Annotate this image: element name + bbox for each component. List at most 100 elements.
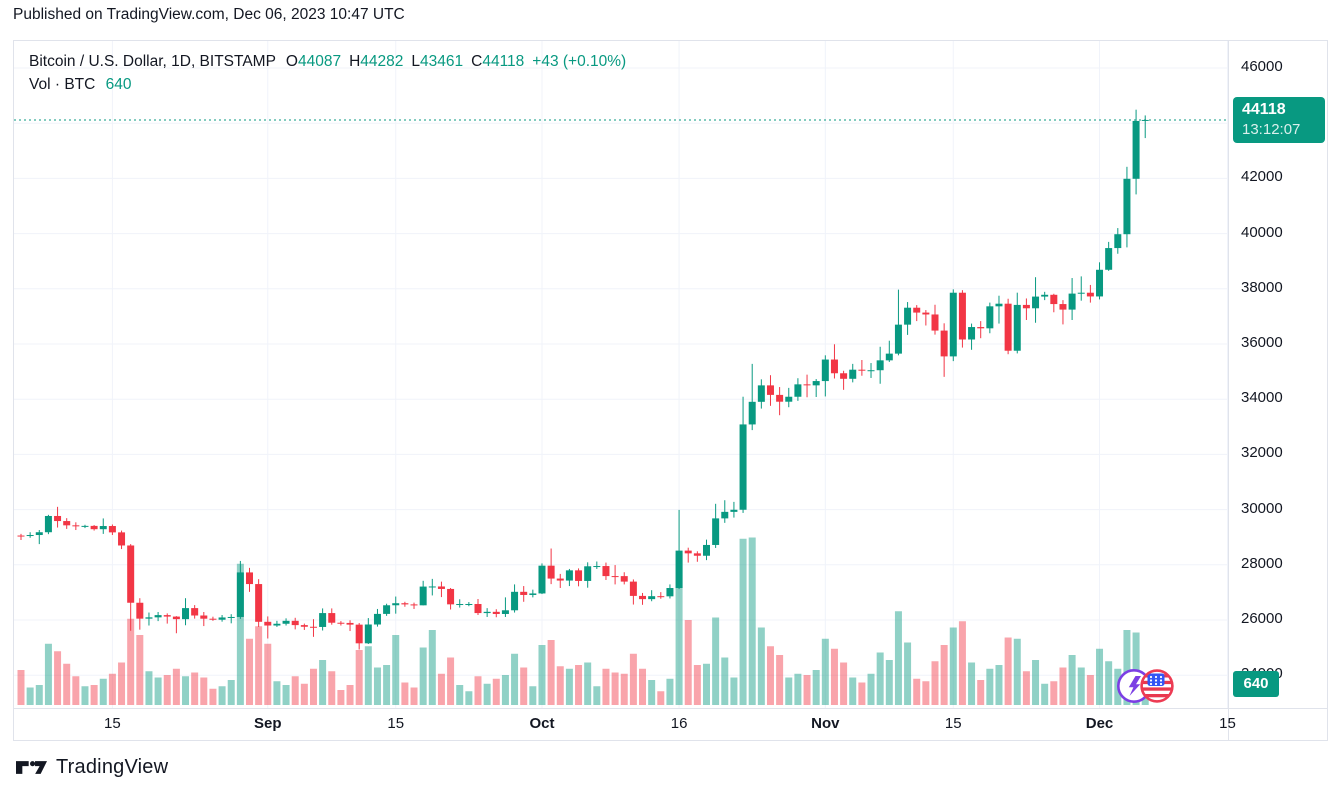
candle-down	[830, 359, 838, 374]
volume-bar	[35, 685, 43, 705]
volume-bar	[885, 660, 893, 705]
candle-down	[264, 621, 272, 626]
volume-bar	[611, 672, 619, 705]
candle-up	[593, 566, 601, 568]
volume-bar	[757, 627, 765, 705]
volume-bar	[392, 635, 400, 705]
candle-up	[867, 370, 875, 372]
volume-bar	[492, 678, 500, 705]
volume-bar	[54, 651, 62, 705]
price-axis-label: 30000	[1241, 499, 1283, 517]
candle-down	[766, 385, 774, 395]
candle-up	[145, 617, 153, 619]
volume-bar	[1141, 697, 1149, 705]
tradingview-logo-icon	[16, 761, 47, 774]
candle-down	[163, 615, 171, 617]
candle-down	[684, 550, 692, 554]
candle-up	[35, 532, 43, 536]
volume-bar	[666, 678, 674, 705]
candle-down	[556, 578, 564, 581]
candle-up	[995, 303, 1003, 307]
volume-bar	[1050, 681, 1058, 705]
candle-up	[99, 526, 107, 530]
chart-widget: Bitcoin / U.S. Dollar, 1D, BITSTAMP O4408…	[13, 40, 1328, 741]
volume-bar	[1132, 632, 1140, 705]
candle-down	[437, 586, 445, 589]
volume-bar	[1086, 675, 1094, 705]
time-axis-label: Oct	[529, 715, 555, 732]
volume-bar	[511, 653, 519, 705]
candle-down	[611, 576, 619, 578]
candle-up	[483, 611, 491, 614]
candle-up	[456, 604, 464, 606]
volume-bar	[520, 667, 528, 705]
volume-bar	[849, 677, 857, 705]
candle-down	[602, 566, 610, 577]
volume-bar	[968, 662, 976, 705]
ohlc-low: L43461	[411, 53, 464, 70]
lightning-crypto-icon	[1117, 669, 1151, 703]
candle-up	[465, 603, 473, 605]
volume-bar	[145, 671, 153, 705]
volume-bar	[986, 668, 994, 705]
volume-bar	[209, 688, 217, 705]
volume-bar	[163, 675, 171, 705]
candle-up	[565, 570, 573, 581]
candle-up	[757, 385, 765, 402]
volume-bar	[118, 662, 126, 705]
volume-bar	[766, 646, 774, 705]
volume-bar	[218, 686, 226, 705]
volume-bar	[703, 663, 710, 705]
time-axis-label: Dec	[1085, 715, 1114, 732]
candle-up	[1132, 120, 1140, 179]
volume-bar	[529, 686, 537, 705]
candle-up	[373, 613, 381, 625]
volume-bar	[675, 553, 683, 705]
time-axis[interactable]: 15 Sep 15 Oct 16 Nov 15 Dec 15	[14, 709, 1327, 740]
candle-down	[54, 515, 62, 522]
candle-down	[1004, 303, 1012, 351]
candle-up	[529, 593, 537, 595]
candle-up	[730, 509, 738, 512]
volume-bar	[739, 538, 747, 705]
volume-bar	[81, 686, 89, 705]
candle-down	[931, 314, 939, 331]
volume-bar	[355, 650, 363, 705]
volume-bar	[830, 648, 838, 705]
tradingview-attribution[interactable]: TradingView	[16, 756, 168, 779]
candle-down	[940, 330, 948, 357]
candle-down	[355, 624, 363, 644]
candle-up	[538, 565, 546, 594]
volume-bar	[1105, 661, 1113, 705]
candle-down	[309, 626, 317, 628]
candle-down	[1022, 304, 1030, 309]
volume-bar	[447, 657, 455, 705]
candle-up	[511, 591, 519, 611]
price-axis-label: 46000	[1241, 58, 1283, 75]
volume-bar	[1059, 667, 1067, 705]
price-axis[interactable]: 2400026000280003000032000340003600038000…	[1229, 41, 1327, 708]
volume-bar	[1004, 637, 1012, 705]
volume-bar	[794, 673, 802, 705]
tradingview-brand-text: TradingView	[56, 756, 169, 778]
candle-up	[812, 381, 820, 386]
volume-bar	[812, 670, 820, 705]
candle-down	[291, 620, 299, 626]
candle-down	[200, 615, 208, 619]
volume-bar	[894, 611, 902, 705]
volume-bar	[410, 687, 418, 705]
candle-up	[849, 369, 857, 379]
volume-bar	[63, 663, 71, 705]
candle-up	[748, 401, 756, 425]
candle-up	[675, 550, 683, 589]
candle-up	[501, 610, 509, 614]
volume-bar	[227, 680, 235, 705]
candle-up	[428, 586, 436, 588]
volume-bar	[72, 676, 80, 705]
chart-pane[interactable]	[14, 41, 1228, 708]
ohlc-high: H44282	[349, 53, 404, 70]
volume-bar	[44, 643, 52, 705]
candle-up	[894, 324, 902, 354]
volume-bar	[474, 676, 482, 705]
volume-bar	[904, 642, 912, 705]
